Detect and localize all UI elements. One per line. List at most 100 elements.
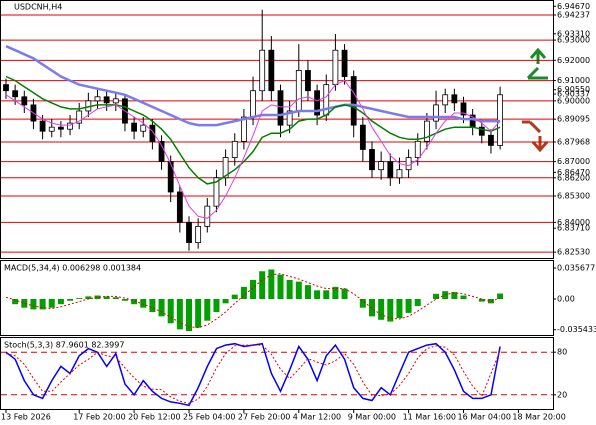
- macd-bar: [140, 298, 147, 308]
- candle-body: [158, 140, 165, 162]
- macd-bar: [332, 286, 339, 299]
- moving-average: [5, 79, 501, 219]
- candle-body: [286, 110, 293, 126]
- y-tick-label: 6.86470: [557, 168, 590, 177]
- macd-bar: [176, 298, 183, 330]
- macd-bar: [48, 298, 55, 308]
- candle-body: [186, 221, 192, 244]
- macd-bar: [131, 298, 138, 305]
- candle-body: [195, 226, 202, 244]
- candle-body: [460, 102, 467, 116]
- x-tick-label: 16 Mar 04:00: [458, 413, 511, 422]
- x-tick-label: 9 Mar 00:00: [348, 413, 396, 422]
- macd-bar: [314, 290, 321, 299]
- macd-bar: [286, 279, 293, 299]
- macd-bar: [76, 298, 83, 299]
- main-panel-frame: [0, 0, 554, 259]
- macd-signal: [5, 273, 501, 329]
- candle-body: [76, 110, 83, 124]
- y-tick-label: 6.85300: [557, 192, 590, 201]
- sell-signal-icon: [522, 120, 549, 153]
- y-tick-label: 6.87000: [557, 157, 590, 166]
- x-tick-label: 18 Mar 20:00: [512, 413, 565, 422]
- x-tick-label: 4 Mar 12:00: [293, 413, 341, 422]
- macd-bar: [204, 298, 211, 321]
- macd-bar: [451, 292, 458, 299]
- stoch-title: Stoch(5,3,3) 87.9601 82.3997: [4, 341, 124, 350]
- candle-body: [176, 191, 183, 223]
- macd-bar: [295, 281, 302, 299]
- candle-body: [12, 90, 19, 98]
- macd-bar: [213, 298, 220, 313]
- macd-bar: [240, 286, 247, 299]
- y-tick-label: 6.90337: [557, 90, 590, 99]
- candle-body: [112, 98, 119, 104]
- candle-body: [305, 70, 311, 92]
- stoch-main: [5, 342, 501, 407]
- macd-bar: [268, 269, 275, 299]
- macd-bar: [387, 298, 394, 322]
- y-tick-label: 6.93310: [557, 29, 590, 38]
- candle-body: [423, 120, 430, 142]
- macd-bar: [121, 298, 128, 301]
- macd-bar: [478, 298, 485, 302]
- macd-bar: [85, 296, 92, 299]
- macd-bar: [30, 298, 37, 310]
- macd-bar: [158, 298, 165, 317]
- y-tick-label: 6.90550: [557, 85, 590, 94]
- macd-panel-frame: [0, 260, 554, 336]
- candle-body: [433, 104, 439, 122]
- x-tick-label: 20 Feb 12:00: [128, 413, 180, 422]
- chart-title: USDCNH,H4: [14, 3, 62, 12]
- macd-bar: [378, 298, 385, 320]
- x-tick-label: 17 Feb 20:00: [73, 413, 125, 422]
- macd-bar: [433, 293, 440, 299]
- candle-body: [131, 122, 138, 132]
- macd-bar: [405, 298, 412, 313]
- candle-body: [369, 149, 375, 171]
- candle-body: [240, 116, 247, 142]
- candle-body: [231, 140, 238, 158]
- macd-bar: [186, 298, 192, 332]
- macd-bar: [67, 298, 74, 301]
- macd-bar: [149, 298, 156, 313]
- macd-bar: [222, 298, 229, 304]
- macd-bar: [103, 296, 110, 299]
- candle-body: [259, 49, 266, 92]
- candle-body: [488, 134, 494, 146]
- y-tick-label: 6.82530: [557, 248, 590, 257]
- macd-bar: [195, 298, 202, 328]
- candle-body: [21, 96, 28, 106]
- y-tick-label: 80: [557, 348, 567, 357]
- moving-average: [5, 45, 501, 127]
- macd-bar: [94, 295, 101, 299]
- x-tick-label: 27 Feb 20:00: [238, 413, 290, 422]
- candle-body: [405, 157, 412, 171]
- x-tick-label: 13 Feb 2026: [1, 413, 51, 422]
- candle-body: [39, 120, 46, 132]
- stoch-signal: [5, 344, 501, 404]
- macd-bar: [112, 297, 119, 299]
- y-tick-label: 6.83710: [557, 224, 590, 233]
- macd-bar: [497, 293, 504, 299]
- moving-average: [5, 75, 501, 185]
- candle-body: [350, 76, 357, 126]
- macd-bar: [167, 298, 174, 324]
- candle-body: [277, 90, 284, 126]
- candle-body: [149, 124, 156, 142]
- candle-body: [314, 90, 321, 116]
- y-tick-label: 20: [557, 390, 567, 399]
- macd-bar: [21, 298, 28, 308]
- macd-bar: [250, 279, 257, 299]
- candle-body: [140, 124, 147, 132]
- candle-body: [396, 169, 403, 179]
- y-tick-label: 6.87968: [557, 137, 590, 146]
- candle-body: [378, 161, 385, 171]
- candle-body: [268, 49, 275, 92]
- candle-body: [103, 96, 110, 104]
- stoch-panel-frame: [0, 337, 554, 410]
- macd-bar: [57, 298, 64, 305]
- y-tick-label: 6.94237: [557, 11, 590, 20]
- y-tick-label: 6.92000: [557, 56, 590, 65]
- macd-bar: [231, 294, 238, 299]
